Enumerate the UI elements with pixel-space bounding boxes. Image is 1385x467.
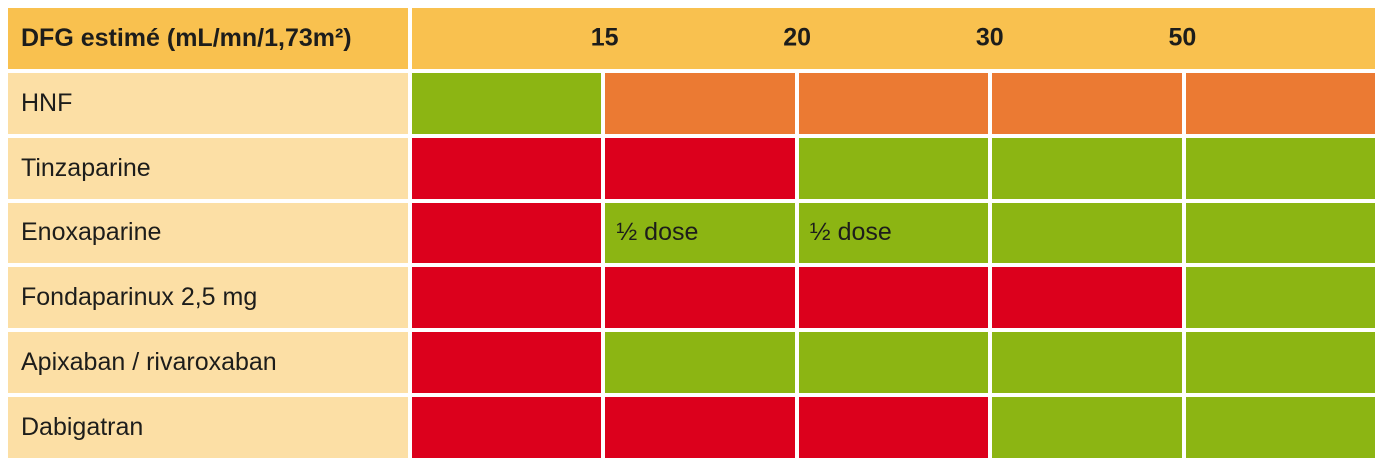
tinzaparine-cell-band3 [798, 137, 989, 199]
fondaparinux-cell-band3 [798, 267, 989, 329]
row-label-text: Enoxaparine [21, 218, 162, 247]
dosing-table: DFG estimé (mL/mn/1,73m²) 15 20 30 50 HN… [8, 8, 1375, 458]
hnf-cell-band4 [992, 72, 1182, 134]
row-label-hnf: HNF [8, 72, 408, 134]
threshold-label-15: 15 [590, 23, 619, 52]
hnf-cell-band3 [798, 72, 989, 134]
row-label-text: Tinzaparine [21, 153, 151, 182]
enoxaparine-cell-band1 [412, 202, 602, 264]
row-label-text: Fondaparinux 2,5 mg [21, 283, 258, 312]
enoxaparine-cell-band4 [992, 202, 1182, 264]
row-label-dabigatran: Dabigatran [8, 397, 408, 458]
tinzaparine-cell-band2 [605, 137, 795, 199]
threshold-label-20: 20 [783, 23, 812, 52]
apixaban-rivaroxaban-cell-band3 [798, 332, 989, 394]
fondaparinux-cell-band5 [1185, 267, 1375, 329]
half-dose-note: ½ dose [809, 218, 892, 247]
tinzaparine-cell-band4 [992, 137, 1182, 199]
fondaparinux-cell-band2 [605, 267, 795, 329]
enoxaparine-cell-band3: ½ dose [798, 202, 989, 264]
dabigatran-cell-band3 [798, 397, 989, 458]
enoxaparine-cell-band5 [1185, 202, 1375, 264]
row-label-fondaparinux: Fondaparinux 2,5 mg [8, 267, 408, 329]
row-label-tinzaparine: Tinzaparine [8, 137, 408, 199]
row-label-apixaban-rivaroxaban: Apixaban / rivaroxaban [8, 332, 408, 394]
hnf-cell-band2 [605, 72, 795, 134]
fondaparinux-cell-band4 [992, 267, 1182, 329]
hnf-cell-band1 [412, 72, 602, 134]
tinzaparine-cell-band1 [412, 137, 602, 199]
table-header-thresholds-bar: 15 20 30 50 [412, 8, 1375, 69]
row-label-text: Apixaban / rivaroxaban [21, 348, 277, 377]
dabigatran-cell-band2 [605, 397, 795, 458]
table-header-label-cell: DFG estimé (mL/mn/1,73m²) [8, 8, 408, 69]
row-label-enoxaparine: Enoxaparine [8, 202, 408, 264]
apixaban-rivaroxaban-cell-band4 [992, 332, 1182, 394]
tinzaparine-cell-band5 [1185, 137, 1375, 199]
dabigatran-cell-band1 [412, 397, 602, 458]
threshold-label-50: 50 [1168, 23, 1197, 52]
threshold-label-30: 30 [975, 23, 1004, 52]
half-dose-note: ½ dose [616, 218, 699, 247]
enoxaparine-cell-band2: ½ dose [605, 202, 795, 264]
table-title: DFG estimé (mL/mn/1,73m²) [21, 23, 352, 52]
dabigatran-cell-band4 [992, 397, 1182, 458]
apixaban-rivaroxaban-cell-band1 [412, 332, 602, 394]
row-label-text: Dabigatran [21, 413, 144, 442]
fondaparinux-cell-band1 [412, 267, 602, 329]
row-label-text: HNF [21, 88, 73, 117]
dabigatran-cell-band5 [1185, 397, 1375, 458]
apixaban-rivaroxaban-cell-band2 [605, 332, 795, 394]
hnf-cell-band5 [1185, 72, 1375, 134]
apixaban-rivaroxaban-cell-band5 [1185, 332, 1375, 394]
